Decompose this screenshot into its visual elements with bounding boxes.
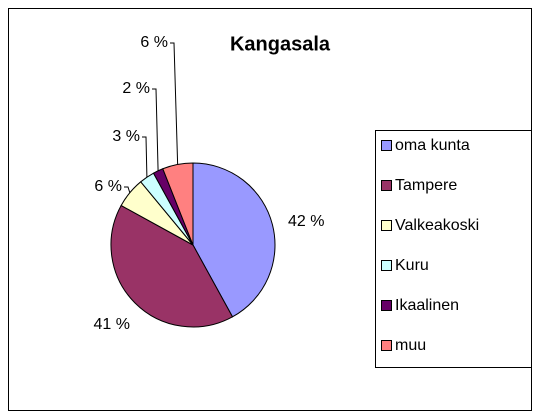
legend-label: Kuru — [395, 257, 429, 274]
chart-title: Kangasala — [230, 33, 331, 55]
leader-line — [170, 42, 179, 165]
data-label: 6 % — [140, 34, 168, 51]
legend-swatch — [381, 140, 392, 151]
legend-swatch — [381, 300, 392, 311]
pie-slice — [192, 162, 276, 318]
data-label: 42 % — [288, 213, 324, 230]
leader-line — [152, 88, 159, 171]
legend-box — [375, 130, 532, 368]
legend-label: oma kunta — [395, 137, 470, 154]
legend-swatch — [381, 220, 392, 231]
legend-swatch — [381, 340, 392, 351]
pie-slice — [162, 162, 194, 246]
legend-swatch — [381, 260, 392, 271]
leader-line — [142, 136, 148, 178]
legend-label: muu — [395, 337, 426, 354]
data-label: 2 % — [122, 80, 150, 97]
legend-label: Ikaalinen — [395, 297, 459, 314]
legend-label: Valkeakoski — [395, 217, 479, 234]
legend-label: Tampere — [395, 177, 457, 194]
leader-line — [124, 186, 131, 193]
pie-slice — [110, 204, 234, 328]
data-label: 3 % — [112, 128, 140, 145]
data-label: 6 % — [94, 178, 122, 195]
data-label: 41 % — [94, 316, 130, 333]
legend-swatch — [381, 180, 392, 191]
